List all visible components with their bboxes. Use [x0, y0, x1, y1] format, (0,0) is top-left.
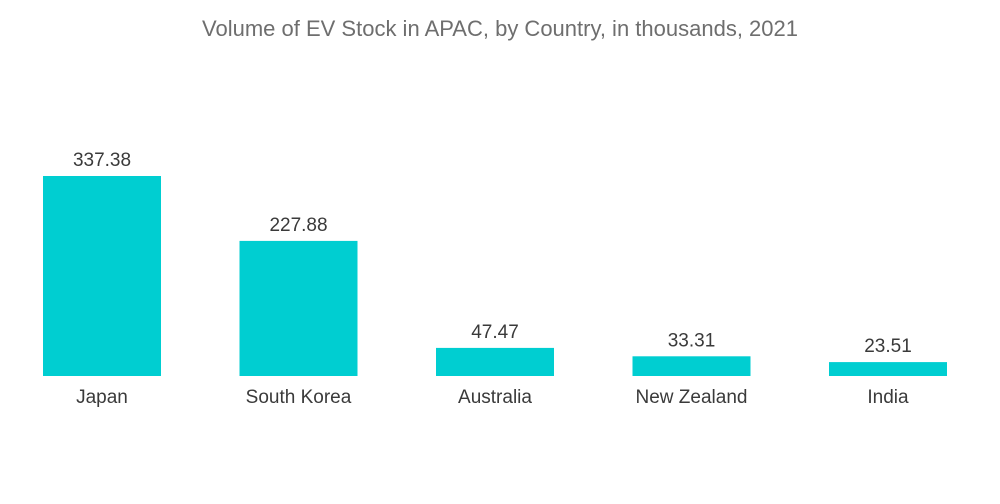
value-label-india: 23.51	[864, 336, 912, 357]
bar-new-zealand	[632, 356, 751, 376]
chart-title: Volume of EV Stock in APAC, by Country, …	[202, 16, 798, 41]
bars-layer	[43, 176, 947, 376]
x-tick-label-india: India	[867, 387, 909, 408]
category-ticks-layer: Japan South Korea Australia New Zealand Indi…	[76, 387, 909, 408]
value-label-south-korea: 227.88	[269, 215, 327, 236]
x-tick-label-australia: Australia	[458, 387, 532, 408]
x-tick-label-japan: Japan	[76, 387, 128, 408]
value-labels-layer: 337.38 227.88 47.47 33.31 23.51	[73, 150, 912, 357]
x-tick-label-south-korea: South Korea	[246, 387, 352, 408]
bar-south-korea	[239, 240, 358, 376]
value-label-japan: 337.38	[73, 150, 131, 171]
x-tick-label-new-zealand: New Zealand	[636, 387, 748, 408]
value-label-new-zealand: 33.31	[668, 330, 716, 351]
value-label-australia: 47.47	[471, 322, 519, 343]
bar-india	[829, 362, 947, 376]
bar-australia	[436, 347, 554, 376]
bar-japan	[43, 176, 161, 376]
